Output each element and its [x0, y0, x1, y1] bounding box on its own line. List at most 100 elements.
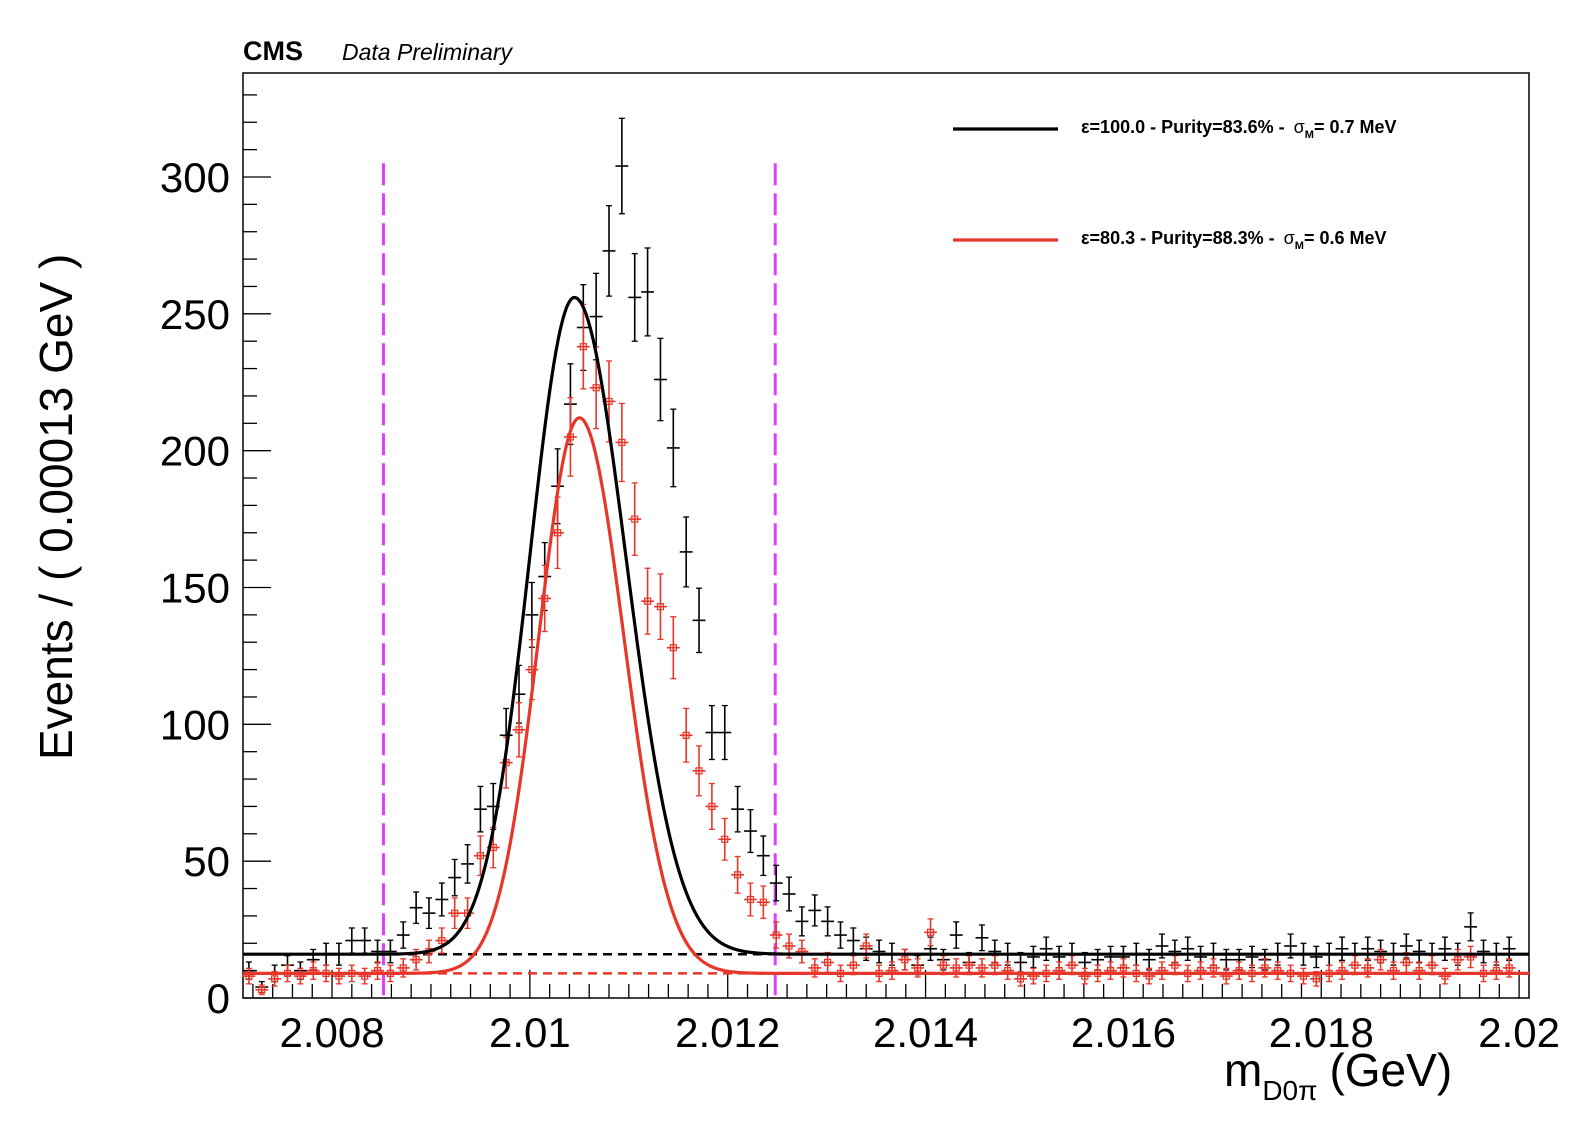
data-point	[602, 205, 616, 297]
data-point	[435, 927, 449, 954]
data-point	[885, 961, 899, 980]
data-point	[1052, 961, 1066, 980]
y-tick-label: 50	[183, 838, 230, 885]
x-tick-label: 2.008	[279, 1009, 384, 1056]
data-point	[1142, 948, 1156, 971]
data-point	[718, 817, 732, 861]
data-point	[1309, 970, 1323, 987]
fit-curve-black	[243, 295, 1529, 956]
axis-ticks	[243, 94, 1520, 999]
data-point	[615, 117, 629, 215]
data-point	[795, 906, 809, 937]
data-point	[641, 567, 655, 635]
data-point	[1387, 961, 1400, 980]
vertical-markers	[381, 163, 777, 998]
data-point	[731, 785, 745, 833]
data-point	[1181, 936, 1195, 962]
data-point	[1335, 961, 1349, 980]
data-point	[525, 581, 539, 648]
data-point	[396, 921, 410, 949]
data-point	[756, 885, 770, 920]
data-point	[1001, 961, 1015, 980]
data-point	[679, 516, 693, 588]
data-point	[795, 939, 809, 964]
data-point	[512, 702, 526, 758]
data-point	[1245, 945, 1259, 969]
data-point	[564, 397, 577, 477]
data-point	[358, 927, 372, 954]
data-point	[666, 408, 680, 488]
data-point	[769, 921, 783, 949]
data-point	[988, 955, 1002, 976]
svg-text:mD0π(GeV): mD0π (GeV)	[1224, 1044, 1452, 1106]
x-tick-label: 2.016	[1071, 1009, 1176, 1056]
data-point	[422, 897, 436, 930]
data-point	[1039, 936, 1053, 962]
data-point	[846, 927, 860, 954]
data-point	[821, 906, 835, 937]
data-point	[628, 252, 642, 342]
y-tick-label: 150	[160, 564, 230, 611]
data-point	[1489, 961, 1503, 980]
data-point	[448, 897, 462, 930]
data-point	[358, 967, 372, 985]
data-point	[744, 882, 757, 917]
data-point	[1438, 936, 1452, 962]
data-point	[872, 939, 886, 964]
data-point	[1219, 967, 1233, 985]
data-point	[1438, 967, 1452, 985]
data-point	[1374, 948, 1388, 971]
legend-entry: ε=100.0 - Purity=83.6% - σM= 0.7 MeV	[953, 117, 1396, 141]
data-point	[628, 482, 642, 556]
data-point	[1464, 912, 1478, 942]
series-points	[242, 117, 1516, 996]
data-point	[769, 864, 783, 902]
data-point	[666, 616, 680, 680]
data-point	[821, 951, 835, 973]
data-point	[473, 835, 487, 877]
data-point	[1194, 961, 1208, 980]
data-point	[448, 858, 462, 897]
legend: ε=100.0 - Purity=83.6% - σM= 0.7 MeV ε=80…	[953, 117, 1396, 252]
data-point	[975, 924, 989, 952]
data-point	[1464, 945, 1478, 969]
data-point	[782, 876, 796, 912]
data-point	[1104, 961, 1117, 980]
x-axis-label: mD0π (GeV)	[1224, 1044, 1452, 1106]
data-point	[705, 782, 719, 830]
data-point	[1142, 967, 1156, 985]
data-point	[306, 961, 320, 980]
data-point	[679, 707, 693, 763]
data-point	[1477, 939, 1490, 964]
data-point	[371, 961, 384, 980]
data-point	[383, 939, 397, 964]
status-label: Data Preliminary	[342, 39, 513, 65]
x-tick-label: 2.018	[1269, 1009, 1374, 1056]
data-point	[473, 785, 487, 833]
data-point	[1412, 961, 1426, 980]
y-tick-label: 250	[160, 291, 230, 338]
x-tick-labels: 2.008 2.01 2.012 2.014 2.016 2.018 2.02	[279, 1009, 1560, 1056]
fit-curves	[243, 295, 1529, 975]
data-point	[808, 894, 822, 927]
data-point	[1297, 967, 1310, 985]
data-point	[1451, 948, 1465, 971]
x-tick-label: 2.012	[675, 1009, 780, 1056]
x-axis-label-main: m	[1224, 1044, 1262, 1096]
legend-label: ε=80.3 - Purity=88.3% - σM= 0.6 MeV	[1081, 228, 1386, 252]
data-point	[1078, 967, 1092, 985]
data-point	[1335, 936, 1349, 962]
legend-entry: ε=80.3 - Purity=88.3% - σM= 0.6 MeV	[953, 228, 1386, 252]
data-point	[1219, 948, 1233, 971]
data-point	[1502, 936, 1516, 962]
series-red-points	[242, 303, 1516, 996]
data-point	[1155, 961, 1169, 980]
data-point	[1361, 936, 1375, 962]
x-tick-label: 2.01	[489, 1009, 571, 1056]
data-point	[255, 984, 269, 996]
data-point	[705, 704, 719, 761]
x-tick-label: 2.02	[1478, 1009, 1560, 1056]
data-point	[345, 927, 359, 954]
data-point	[744, 809, 757, 854]
data-point	[615, 402, 629, 483]
